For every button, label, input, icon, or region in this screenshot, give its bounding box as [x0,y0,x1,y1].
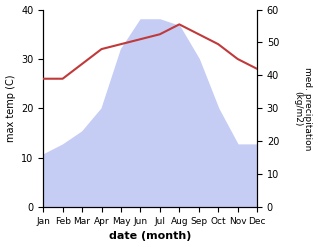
Y-axis label: med. precipitation
(kg/m2): med. precipitation (kg/m2) [293,67,313,150]
X-axis label: date (month): date (month) [109,231,191,242]
Y-axis label: max temp (C): max temp (C) [5,75,16,142]
